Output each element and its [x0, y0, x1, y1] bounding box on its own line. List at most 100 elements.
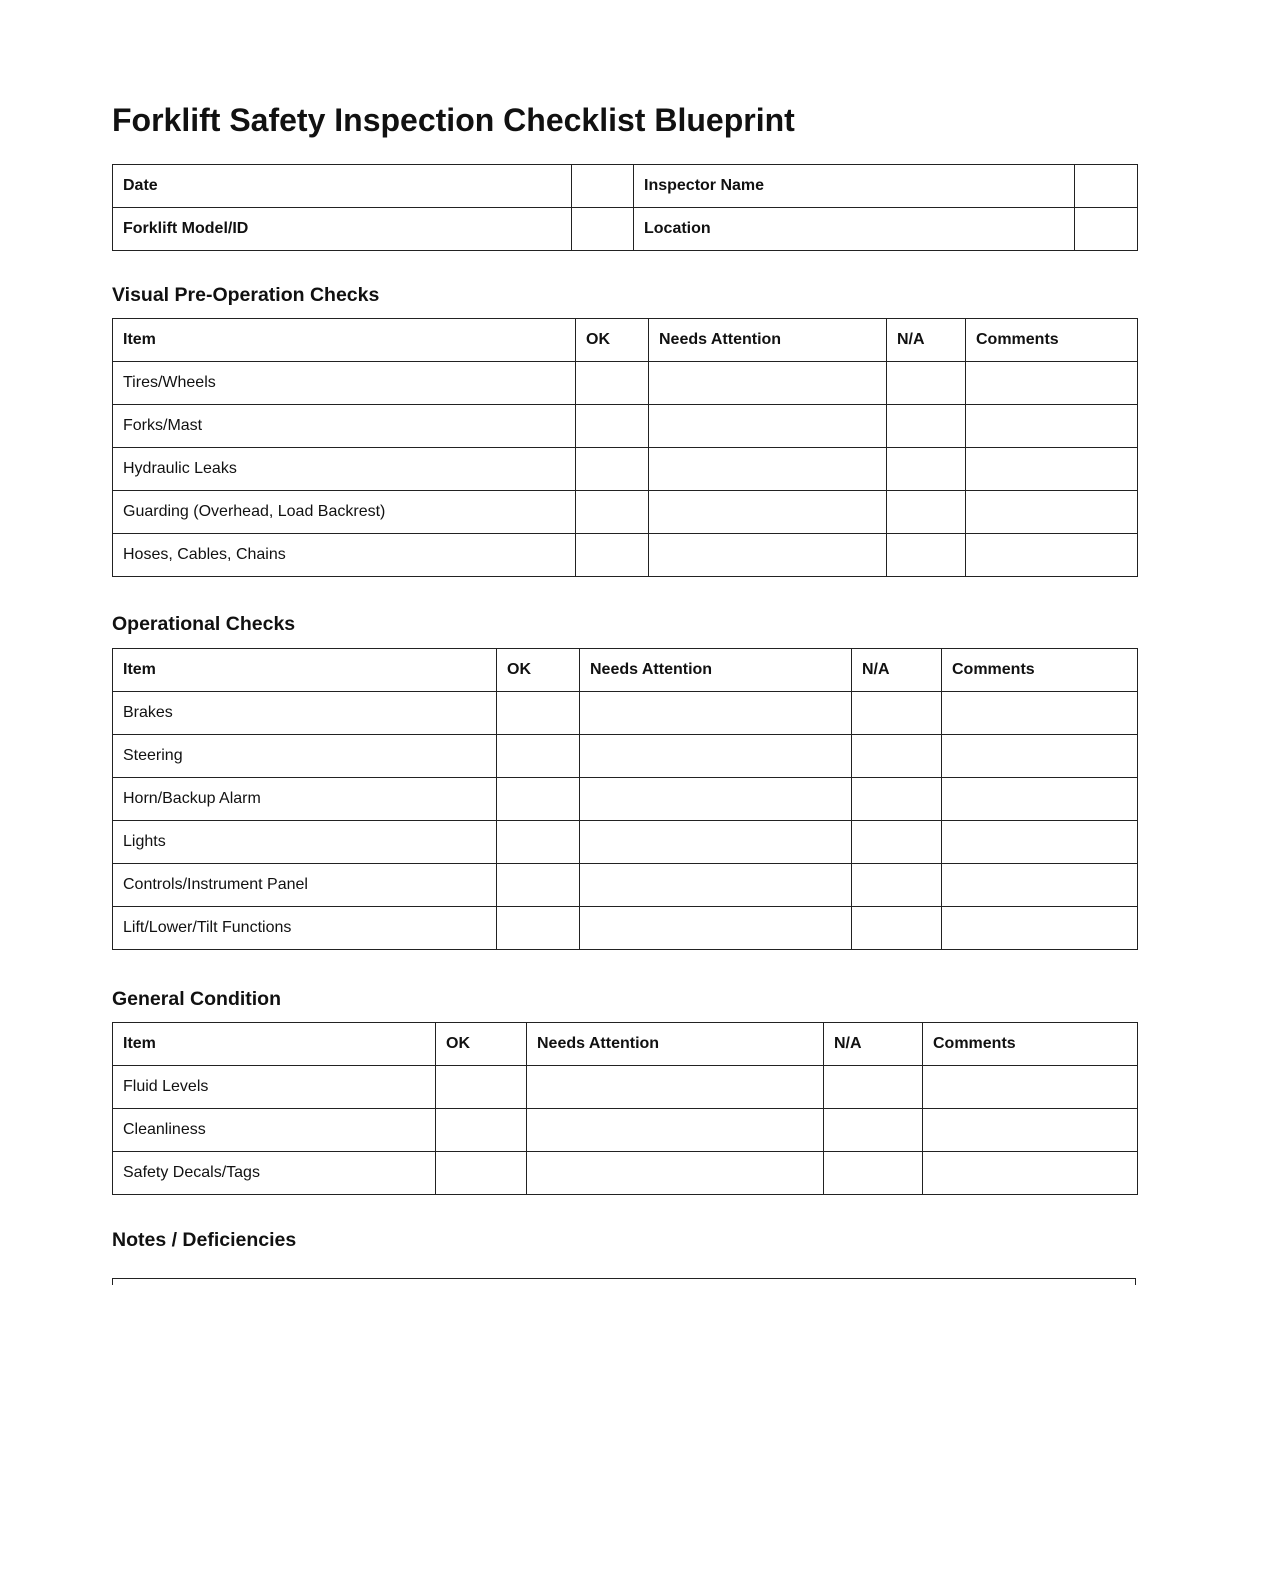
ok-cell[interactable] [435, 1065, 527, 1109]
ok-cell[interactable] [496, 906, 580, 950]
item-label: Brakes [112, 691, 497, 735]
page-title: Forklift Safety Inspection Checklist Blu… [112, 102, 795, 138]
na-cell[interactable] [886, 447, 966, 491]
ok-cell[interactable] [435, 1108, 527, 1152]
visual-checks-heading: Visual Pre-Operation Checks [112, 284, 380, 306]
needs-attention-cell[interactable] [526, 1065, 824, 1109]
date-label: Date [112, 164, 572, 208]
na-cell[interactable] [886, 361, 966, 405]
ok-cell[interactable] [496, 691, 580, 735]
inspection-info-table: Date Inspector Name Forklift Model/ID Lo… [112, 164, 1138, 251]
location-field[interactable] [1074, 207, 1138, 251]
needs-attention-cell[interactable] [579, 734, 852, 778]
na-cell[interactable] [823, 1065, 923, 1109]
ok-cell[interactable] [435, 1151, 527, 1195]
comments-cell[interactable] [941, 906, 1138, 950]
table-row: Guarding (Overhead, Load Backrest) [112, 490, 1138, 534]
item-label: Lights [112, 820, 497, 864]
ok-cell[interactable] [575, 404, 649, 448]
comments-cell[interactable] [941, 820, 1138, 864]
info-row: Date Inspector Name [112, 164, 1138, 208]
comments-cell[interactable] [941, 691, 1138, 735]
needs-attention-cell[interactable] [579, 820, 852, 864]
needs-attention-cell[interactable] [579, 777, 852, 821]
na-cell[interactable] [886, 533, 966, 577]
na-cell[interactable] [851, 820, 942, 864]
ok-cell[interactable] [496, 734, 580, 778]
column-header: OK [496, 648, 580, 692]
ok-cell[interactable] [575, 447, 649, 491]
comments-cell[interactable] [965, 361, 1138, 405]
column-header: N/A [851, 648, 942, 692]
na-cell[interactable] [851, 777, 942, 821]
operational-checks-heading: Operational Checks [112, 613, 296, 635]
comments-cell[interactable] [965, 447, 1138, 491]
needs-attention-cell[interactable] [648, 447, 887, 491]
ok-cell[interactable] [496, 777, 580, 821]
needs-attention-cell[interactable] [579, 863, 852, 907]
comments-cell[interactable] [922, 1065, 1138, 1109]
item-label: Hydraulic Leaks [112, 447, 576, 491]
inspector-name-field[interactable] [1074, 164, 1138, 208]
item-label: Cleanliness [112, 1108, 436, 1152]
needs-attention-cell[interactable] [648, 361, 887, 405]
comments-cell[interactable] [941, 863, 1138, 907]
needs-attention-cell[interactable] [526, 1151, 824, 1195]
table-row: Lift/Lower/Tilt Functions [112, 906, 1138, 950]
needs-attention-cell[interactable] [526, 1108, 824, 1152]
ok-cell[interactable] [575, 361, 649, 405]
table-row: Tires/Wheels [112, 361, 1138, 405]
ok-cell[interactable] [575, 490, 649, 534]
needs-attention-cell[interactable] [579, 691, 852, 735]
item-label: Controls/Instrument Panel [112, 863, 497, 907]
na-cell[interactable] [823, 1108, 923, 1152]
inspector-name-label: Inspector Name [633, 164, 1075, 208]
comments-cell[interactable] [941, 734, 1138, 778]
forklift-model-field[interactable] [571, 207, 634, 251]
na-cell[interactable] [823, 1151, 923, 1195]
ok-cell[interactable] [575, 533, 649, 577]
na-cell[interactable] [851, 906, 942, 950]
comments-cell[interactable] [965, 533, 1138, 577]
needs-attention-cell[interactable] [648, 490, 887, 534]
table-row: Hoses, Cables, Chains [112, 533, 1138, 577]
column-header: Needs Attention [526, 1022, 824, 1066]
comments-cell[interactable] [965, 490, 1138, 534]
forklift-model-label: Forklift Model/ID [112, 207, 572, 251]
na-cell[interactable] [851, 691, 942, 735]
table-row: Lights [112, 820, 1138, 864]
item-label: Forks/Mast [112, 404, 576, 448]
needs-attention-cell[interactable] [579, 906, 852, 950]
item-label: Tires/Wheels [112, 361, 576, 405]
comments-cell[interactable] [922, 1108, 1138, 1152]
na-cell[interactable] [886, 404, 966, 448]
table-header-row: Item OK Needs Attention N/A Comments [112, 1022, 1138, 1066]
comments-cell[interactable] [941, 777, 1138, 821]
needs-attention-cell[interactable] [648, 404, 887, 448]
table-row: Safety Decals/Tags [112, 1151, 1138, 1195]
item-label: Safety Decals/Tags [112, 1151, 436, 1195]
operational-checks-table: Item OK Needs Attention N/A Comments Brakes St… [112, 648, 1138, 950]
notes-field[interactable] [112, 1278, 1136, 1285]
na-cell[interactable] [886, 490, 966, 534]
ok-cell[interactable] [496, 863, 580, 907]
comments-cell[interactable] [965, 404, 1138, 448]
item-label: Fluid Levels [112, 1065, 436, 1109]
needs-attention-cell[interactable] [648, 533, 887, 577]
column-header: Comments [941, 648, 1138, 692]
column-header: Comments [922, 1022, 1138, 1066]
ok-cell[interactable] [496, 820, 580, 864]
column-header: OK [435, 1022, 527, 1066]
column-header: Item [112, 648, 497, 692]
na-cell[interactable] [851, 734, 942, 778]
column-header: Item [112, 1022, 436, 1066]
item-label: Horn/Backup Alarm [112, 777, 497, 821]
column-header: OK [575, 318, 649, 362]
comments-cell[interactable] [922, 1151, 1138, 1195]
column-header: Needs Attention [579, 648, 852, 692]
date-field[interactable] [571, 164, 634, 208]
table-row: Forks/Mast [112, 404, 1138, 448]
na-cell[interactable] [851, 863, 942, 907]
column-header: N/A [823, 1022, 923, 1066]
table-row: Controls/Instrument Panel [112, 863, 1138, 907]
